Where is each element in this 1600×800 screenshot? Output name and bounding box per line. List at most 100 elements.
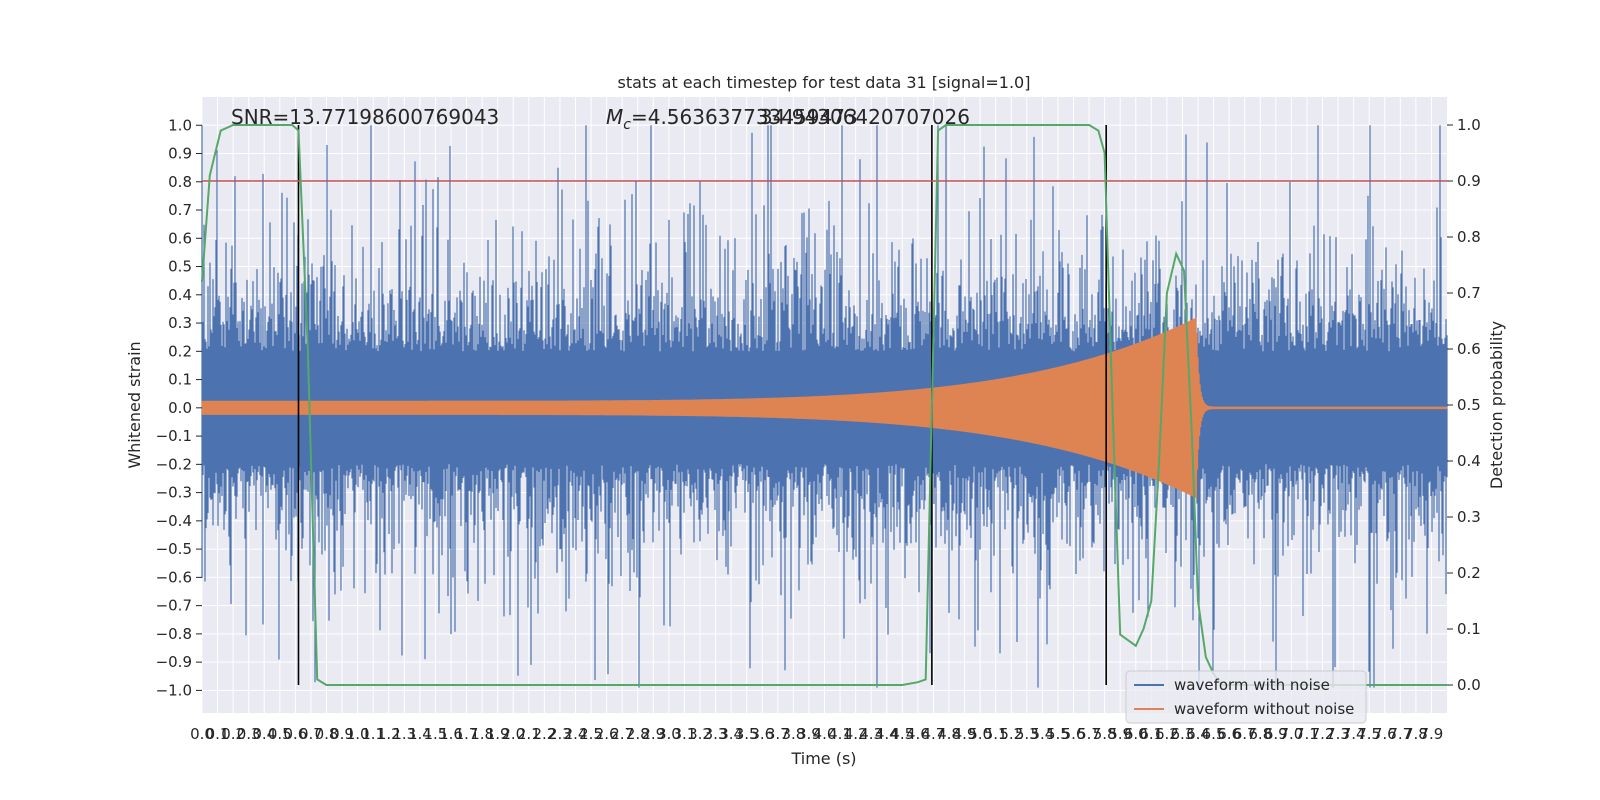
y-tick-label-right: 0.3 — [1457, 508, 1481, 526]
signal-series — [201, 317, 1448, 500]
x-tick-label: 1.6 — [439, 725, 463, 743]
y-tick-label-left: −0.2 — [156, 455, 192, 473]
x-tick-label: 2.2 — [532, 725, 556, 743]
x-tick-label: 2.7 — [610, 725, 634, 743]
x-tick-label: 3.4 — [719, 725, 743, 743]
x-tick-label: 0.5 — [268, 725, 292, 743]
x-tick-label: 6.3 — [1171, 725, 1195, 743]
x-tick-label: 6.1 — [1139, 725, 1163, 743]
x-tick-label: 0.7 — [299, 725, 323, 743]
x-tick-label: 5.8 — [1093, 725, 1117, 743]
x-tick-label: 3.9 — [797, 725, 821, 743]
y-tick-label-right: 0.2 — [1457, 564, 1481, 582]
x-tick-label: 6.5 — [1202, 725, 1226, 743]
x-tick-label: 1.5 — [424, 725, 448, 743]
x-tick-label: 5.9 — [1108, 725, 1132, 743]
x-tick-label: 6.6 — [1217, 725, 1241, 743]
x-tick-label: 7.9 — [1420, 725, 1444, 743]
x-tick-label: 5.1 — [984, 725, 1008, 743]
x-tick-label: 4.2 — [844, 725, 868, 743]
y-tick-label-left: −1.0 — [156, 681, 192, 699]
x-tick-label: 4.0 — [813, 725, 837, 743]
x-tick-label: 6.8 — [1248, 725, 1272, 743]
y-tick-label-left: −0.1 — [156, 427, 192, 445]
x-tick-label: 3.0 — [657, 725, 681, 743]
x-tick-label: 1.7 — [455, 725, 479, 743]
x-tick-label: 4.3 — [859, 725, 883, 743]
x-tick-label: 2.5 — [579, 725, 603, 743]
y-tick-label-left: −0.9 — [156, 653, 192, 671]
x-tick-label: 6.0 — [1124, 725, 1148, 743]
x-tick-label: 2.3 — [548, 725, 572, 743]
x-tick-label: 1.3 — [392, 725, 416, 743]
x-tick-label: 1.1 — [361, 725, 385, 743]
legend: waveform with noise waveform without noi… — [1125, 670, 1367, 724]
x-tick-label: 3.3 — [704, 725, 728, 743]
x-tick-label: 2.8 — [626, 725, 650, 743]
x-tick-label: 5.5 — [1046, 725, 1070, 743]
legend-box — [1125, 670, 1367, 724]
y-tick-label-left: 0.7 — [168, 201, 192, 219]
x-tick-label: 6.2 — [1155, 725, 1179, 743]
chirp-mass-value: =4.563637733459473 — [631, 105, 858, 129]
x-tick-label: 5.0 — [968, 725, 992, 743]
y-tick-label-left: −0.5 — [156, 540, 192, 558]
y-tick-label-right: 1.0 — [1457, 116, 1481, 134]
legend-label-signal: waveform without noise — [1174, 700, 1354, 718]
x-tick-label: 3.1 — [673, 725, 697, 743]
x-tick-label: 7.1 — [1295, 725, 1319, 743]
x-tick-label: 6.7 — [1233, 725, 1257, 743]
x-tick-label: 2.9 — [641, 725, 665, 743]
y-tick-label-right: 0.8 — [1457, 228, 1481, 246]
y-tick-label-left: −0.6 — [156, 568, 192, 586]
x-tick-label: 1.4 — [408, 725, 432, 743]
x-tick-label: 7.6 — [1373, 725, 1397, 743]
y-tick-label-left: 0.9 — [168, 145, 192, 163]
y-tick-label-left: 0.1 — [168, 371, 192, 389]
probability-line — [201, 124, 1447, 686]
x-tick-label: 5.6 — [1062, 725, 1086, 743]
y-tick-label-left: 0.2 — [168, 342, 192, 360]
x-tick-label: 4.9 — [953, 725, 977, 743]
x-tick-label: 7.3 — [1326, 725, 1350, 743]
x-tick-label: 4.8 — [937, 725, 961, 743]
chirp-mass-symbol: M — [606, 105, 623, 129]
x-tick-label: 0.6 — [283, 725, 307, 743]
overlap-annotation: 34.94306420707026 — [760, 105, 970, 129]
y-tick-label-left: −0.7 — [156, 597, 192, 615]
y-tick-label-left: 0.5 — [168, 258, 192, 276]
x-tick-label: 4.7 — [922, 725, 946, 743]
x-tick-label: 0.3 — [237, 725, 261, 743]
legend-label-noise: waveform with noise — [1174, 676, 1330, 694]
x-tick-label: 5.4 — [1030, 725, 1054, 743]
x-tick-label: 2.1 — [517, 725, 541, 743]
x-tick-label: 4.4 — [875, 725, 899, 743]
x-tick-label: 1.9 — [486, 725, 510, 743]
x-tick-label: 7.4 — [1342, 725, 1366, 743]
x-tick-label: 1.8 — [470, 725, 494, 743]
x-tick-label: 4.6 — [906, 725, 930, 743]
x-tick-label: 7.8 — [1404, 725, 1428, 743]
x-tick-label: 7.2 — [1311, 725, 1335, 743]
x-tick-label: 7.7 — [1388, 725, 1412, 743]
y-tick-label-right: 0.9 — [1457, 172, 1481, 190]
y-tick-label-left: −0.8 — [156, 625, 192, 643]
y-tick-label-right: 0.7 — [1457, 284, 1481, 302]
chirp-mass-subscript: c — [623, 117, 631, 133]
x-tick-label: 6.4 — [1186, 725, 1210, 743]
signal-waveform — [201, 317, 1448, 500]
y-tick-label-right: 0.1 — [1457, 620, 1481, 638]
snr-annotation: SNR=13.77198600769043 — [231, 105, 499, 129]
x-tick-label: 3.7 — [766, 725, 790, 743]
x-tick-label: 4.5 — [890, 725, 914, 743]
y-tick-label-left: 0.6 — [168, 229, 192, 247]
y-tick-label-left: 0.0 — [168, 399, 192, 417]
x-tick-label: 5.2 — [999, 725, 1023, 743]
x-tick-label: 0.2 — [221, 725, 245, 743]
y-tick-label-left: 0.8 — [168, 173, 192, 191]
x-tick-label: 0.9 — [330, 725, 354, 743]
y-tick-label-right: 0.0 — [1457, 676, 1481, 694]
y-axis-label-right: Detection probability — [1487, 321, 1506, 489]
x-tick-label: 5.3 — [1015, 725, 1039, 743]
